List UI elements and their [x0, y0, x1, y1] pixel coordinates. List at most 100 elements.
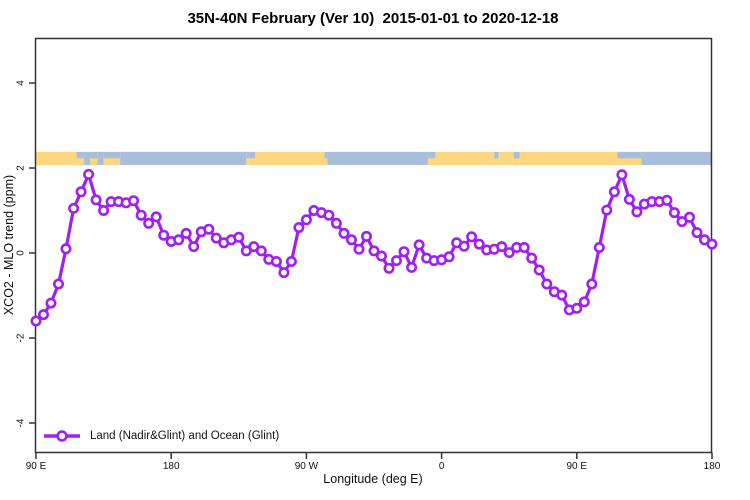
band-segment-ocean [327, 151, 429, 166]
data-point [623, 193, 635, 205]
data-point [255, 245, 267, 257]
x-tick-label: 180 [163, 461, 180, 472]
band-segment-mixed-land [617, 158, 642, 166]
data-point [556, 289, 568, 301]
data-point [345, 234, 357, 246]
y-tick-label: -4 [16, 418, 27, 427]
data-point [158, 229, 170, 241]
data-point [180, 227, 192, 239]
data-point [473, 238, 485, 250]
data-point [60, 243, 72, 255]
data-point [443, 251, 455, 263]
x-tick-label: 90 E [567, 461, 588, 472]
data-point [390, 255, 402, 267]
data-point [406, 261, 418, 273]
data-point [285, 255, 297, 267]
data-point [143, 217, 155, 229]
legend-circle-swatch [56, 430, 68, 442]
data-point [533, 264, 545, 276]
data-point [616, 169, 628, 181]
band-segment-mixed-land [90, 158, 98, 166]
data-point [601, 204, 613, 216]
y-tick-label: 0 [16, 250, 27, 256]
band-segment-land [255, 151, 325, 166]
band-segment-land [435, 151, 495, 166]
data-point [518, 242, 530, 254]
band-segment-land [36, 151, 77, 166]
data-point [68, 202, 80, 214]
band-segment-mixed-ocean [103, 151, 121, 159]
legend-marker-icon [44, 430, 80, 442]
band-segment-mixed-land [76, 158, 85, 166]
legend: Land (Nadir&Glint) and Ocean (Glint) [42, 429, 279, 443]
data-point [631, 206, 643, 218]
x-tick-label: 90 W [295, 461, 319, 472]
data-point [37, 309, 49, 321]
data-point [52, 278, 64, 290]
data-point [330, 217, 342, 229]
band-segment-mixed-ocean [76, 151, 85, 159]
data-point [691, 227, 703, 239]
x-tick-label: 0 [439, 461, 445, 472]
x-axis-title: Longitude (deg E) [323, 472, 423, 486]
band-segment-mixed-ocean [324, 151, 328, 159]
data-point [98, 205, 110, 217]
data-point [593, 242, 605, 254]
y-tick-label: 4 [16, 80, 27, 86]
band-segment-mixed-land [513, 158, 520, 166]
data-point [608, 186, 620, 198]
y-tick-label: 2 [16, 165, 27, 171]
band-segment-land [498, 151, 514, 166]
data-point [683, 211, 695, 223]
data-point [135, 209, 147, 221]
data-point [300, 214, 312, 226]
data-point [526, 252, 538, 264]
data-point [375, 250, 387, 262]
legend-label: Land (Nadir&Glint) and Ocean (Glint) [90, 430, 280, 442]
data-point [203, 223, 215, 235]
data-point [210, 232, 222, 244]
data-point [150, 211, 162, 223]
band-segment-ocean [97, 151, 104, 166]
band-segment-mixed-ocean [428, 151, 436, 159]
data-point [188, 241, 200, 253]
band-segment-mixed-ocean [494, 151, 499, 159]
data-point [368, 245, 380, 257]
data-point [668, 207, 680, 219]
data-point [353, 243, 365, 255]
data-point [30, 315, 42, 327]
band-segment-mixed-ocean [617, 151, 642, 159]
data-point [458, 240, 470, 252]
x-tick-label: 180 [704, 461, 721, 472]
data-point [661, 194, 673, 206]
band-segment-ocean [641, 151, 712, 166]
data-point [128, 195, 140, 207]
data-point [586, 278, 598, 290]
data-point [270, 255, 282, 267]
data-point [323, 209, 335, 221]
data-point [90, 194, 102, 206]
band-segment-ocean [120, 151, 247, 166]
band-segment-mixed-land [324, 158, 328, 166]
data-point [706, 238, 718, 250]
data-point [173, 234, 185, 246]
y-tick-label: -2 [16, 333, 27, 342]
band-segment-ocean [84, 151, 91, 166]
band-segment-mixed-ocean [513, 151, 520, 159]
data-point [578, 296, 590, 308]
data-point [45, 297, 57, 309]
band-segment-land [519, 151, 618, 166]
band-segment-mixed-land [246, 158, 256, 166]
data-point [413, 239, 425, 251]
band-segment-mixed-land [428, 158, 436, 166]
data-point [466, 231, 478, 243]
chart-title: 35N-40N February (Ver 10) 2015-01-01 to … [187, 10, 559, 27]
data-point [503, 247, 515, 259]
data-point [383, 262, 395, 274]
band-segment-mixed-land [494, 158, 499, 166]
data-point [496, 241, 508, 253]
data-point [338, 227, 350, 239]
data-point [398, 246, 410, 258]
data-point [83, 168, 95, 180]
